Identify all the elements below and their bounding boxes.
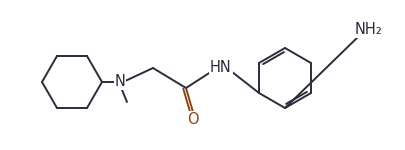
Text: HN: HN (210, 60, 231, 75)
Text: O: O (187, 111, 198, 126)
Text: N: N (114, 75, 125, 90)
Text: NH₂: NH₂ (354, 22, 382, 38)
